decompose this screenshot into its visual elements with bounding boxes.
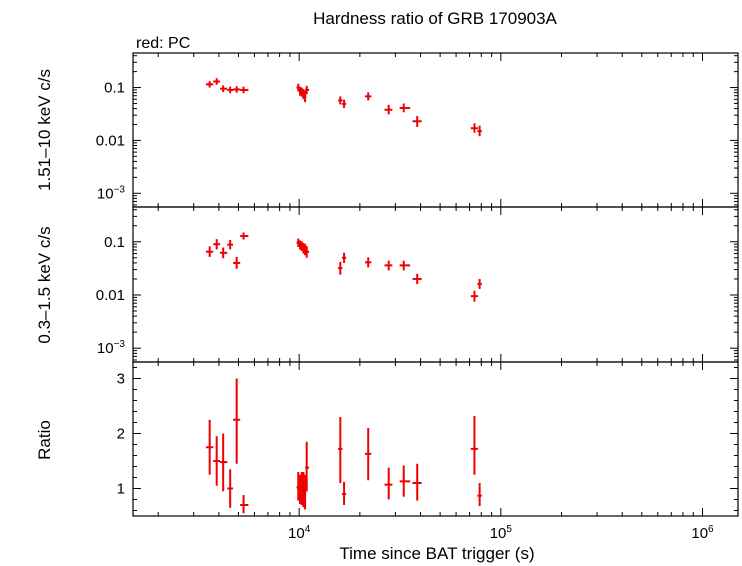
data-point — [412, 273, 422, 285]
x-tick-label: 105 — [490, 524, 513, 542]
data-point — [412, 463, 422, 501]
data-point — [240, 232, 249, 240]
data-point — [477, 278, 482, 289]
data-point — [305, 85, 310, 95]
data-point — [384, 104, 393, 115]
data-point — [205, 419, 214, 475]
data-point — [227, 469, 234, 508]
y-tick-label: 0.1 — [104, 234, 125, 251]
chart-title: Hardness ratio of GRB 170903A — [313, 9, 557, 28]
data-point — [240, 495, 249, 514]
data-point — [213, 436, 220, 486]
y-tick-label: 2 — [117, 426, 125, 443]
panel-ratio: 1 2 3 Ratio — [35, 361, 739, 517]
data-point — [233, 86, 241, 93]
data-point — [470, 415, 478, 475]
data-point — [338, 417, 343, 483]
y-axis-label: 0.3–1.5 keV c/s — [35, 226, 54, 343]
data-point — [477, 483, 482, 507]
data-point — [384, 260, 393, 271]
data-point — [219, 247, 228, 259]
data-point — [341, 252, 347, 263]
data-point — [213, 239, 220, 250]
data-point — [384, 467, 393, 500]
data-point — [338, 96, 343, 105]
data-point — [219, 433, 228, 492]
y-tick-label: 0.01 — [96, 132, 125, 149]
data-point — [303, 90, 307, 103]
data-point — [364, 428, 372, 481]
y-tick-label: 0.01 — [96, 287, 125, 304]
x-axis-label: Time since BAT trigger (s) — [339, 544, 534, 563]
data-point — [399, 103, 411, 113]
data-point — [205, 81, 214, 88]
panel-soft-band: 0.1 0.01 10−3 0.3–1.5 keV c/s — [35, 206, 739, 363]
data-point — [341, 99, 347, 109]
data-point — [470, 290, 478, 302]
data-point — [227, 86, 234, 94]
panel-hard-band: 0.1 0.01 10−3 1.51–10 keV c/s — [35, 52, 739, 208]
y-tick-label: 0.1 — [104, 80, 125, 97]
data-point — [364, 257, 372, 268]
x-tick-label: 106 — [691, 524, 714, 542]
chart-subtitle: red: PC — [136, 35, 190, 52]
data-point — [341, 481, 347, 505]
plot-frame — [132, 361, 739, 517]
y-axis-label: 1.51–10 keV c/s — [35, 69, 54, 191]
x-tick-label: 104 — [288, 524, 311, 542]
data-point — [477, 125, 482, 137]
y-axis-label: Ratio — [35, 420, 54, 460]
data-point — [399, 465, 411, 497]
data-point — [233, 378, 241, 464]
data-point — [205, 246, 214, 257]
data-point — [227, 239, 234, 250]
data-point — [364, 92, 372, 101]
data-point — [233, 256, 241, 269]
data-point — [470, 123, 478, 133]
data-point — [305, 441, 310, 492]
y-tick-label: 10−3 — [97, 184, 126, 202]
y-tick-label: 1 — [117, 481, 125, 498]
y-tick-label: 3 — [117, 371, 125, 388]
data-point — [213, 78, 220, 85]
data-point — [219, 85, 228, 93]
data-point — [305, 246, 310, 258]
plot-frame — [132, 52, 739, 208]
data-point — [338, 261, 343, 275]
data-point — [412, 115, 422, 127]
data-point — [303, 474, 307, 510]
data-point — [399, 260, 411, 271]
data-point — [240, 86, 249, 94]
y-tick-label: 10−3 — [97, 339, 126, 357]
plot-frame — [132, 206, 739, 363]
